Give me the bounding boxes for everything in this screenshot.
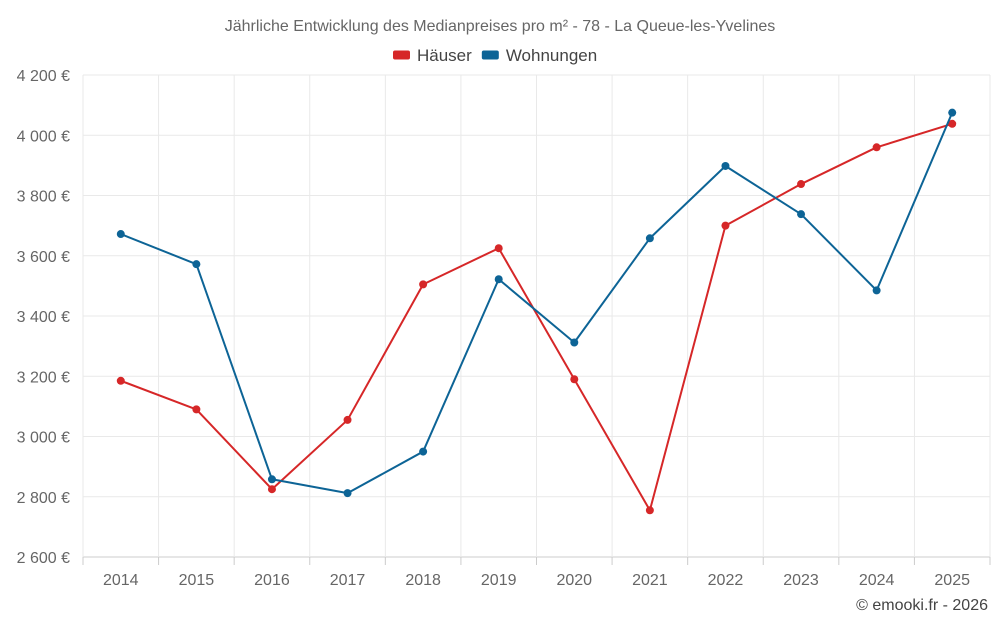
x-tick-label: 2020 [556, 572, 592, 589]
legend-swatch [481, 50, 499, 60]
chart-grid [82, 74, 991, 565]
data-point[interactable] [343, 415, 352, 424]
y-tick-label: 3 200 € [17, 369, 70, 386]
data-point[interactable] [645, 506, 654, 515]
y-tick-label: 4 000 € [17, 128, 70, 145]
y-tick-label: 2 600 € [17, 550, 70, 567]
y-tick-label: 3 800 € [17, 189, 70, 206]
y-tick-label: 3 000 € [17, 430, 70, 447]
legend-label: Häuser [417, 46, 472, 65]
data-point[interactable] [645, 234, 654, 243]
x-tick-label: 2022 [708, 572, 744, 589]
x-tick-label: 2021 [632, 572, 668, 589]
data-point[interactable] [267, 475, 276, 484]
x-tick-label: 2023 [783, 572, 819, 589]
legend-swatch [393, 50, 410, 60]
series-line [120, 112, 954, 495]
legend-label: Wohnungen [506, 46, 597, 65]
data-point[interactable] [872, 286, 881, 295]
data-point[interactable] [343, 489, 352, 498]
data-point[interactable] [797, 180, 806, 189]
data-point[interactable] [797, 210, 806, 219]
x-tick-label: 2017 [330, 572, 366, 589]
data-point[interactable] [419, 447, 428, 456]
y-axis: 2 600 € 2 800 € 3 000 € 3 200 € 3 400 € 3 600… [17, 68, 70, 567]
data-point[interactable] [267, 485, 276, 494]
data-point[interactable] [570, 375, 579, 384]
x-tick-label: 2024 [859, 572, 895, 589]
x-tick-label: 2018 [405, 572, 441, 589]
data-point[interactable] [192, 260, 201, 269]
data-point[interactable] [721, 161, 730, 170]
y-tick-label: 3 400 € [17, 309, 70, 326]
chart-series [116, 108, 957, 515]
data-point[interactable] [721, 221, 730, 230]
x-tick-label: 2025 [934, 572, 970, 589]
data-point[interactable] [116, 376, 125, 385]
x-axis: 2014 2015 2016 2017 2018 2019 2020 2021 2022 2023… [103, 572, 970, 589]
data-point[interactable] [570, 338, 579, 347]
y-tick-label: 4 200 € [17, 68, 70, 85]
legend-item-0[interactable]: Häuser [393, 46, 472, 65]
series-0 [116, 119, 957, 515]
y-tick-label: 2 800 € [17, 490, 70, 507]
data-point[interactable] [116, 230, 125, 239]
chart-title: Jährliche Entwicklung des Medianpreises … [225, 18, 775, 35]
series-line [120, 122, 953, 512]
x-tick-label: 2019 [481, 572, 517, 589]
data-point[interactable] [192, 405, 201, 414]
credit-text: © emooki.fr - 2026 [856, 597, 988, 614]
x-tick-label: 2016 [254, 572, 290, 589]
data-point[interactable] [948, 119, 957, 128]
data-point[interactable] [419, 280, 428, 289]
series-1 [116, 108, 957, 498]
data-point[interactable] [872, 143, 881, 152]
x-tick-label: 2015 [179, 572, 215, 589]
data-point[interactable] [494, 244, 503, 253]
chart-legend: Häuser Wohnungen [393, 46, 597, 65]
data-point[interactable] [494, 275, 503, 284]
x-tick-label: 2014 [103, 572, 139, 589]
y-tick-label: 3 600 € [17, 249, 70, 266]
legend-item-1[interactable]: Wohnungen [481, 46, 597, 65]
data-point[interactable] [948, 108, 957, 117]
